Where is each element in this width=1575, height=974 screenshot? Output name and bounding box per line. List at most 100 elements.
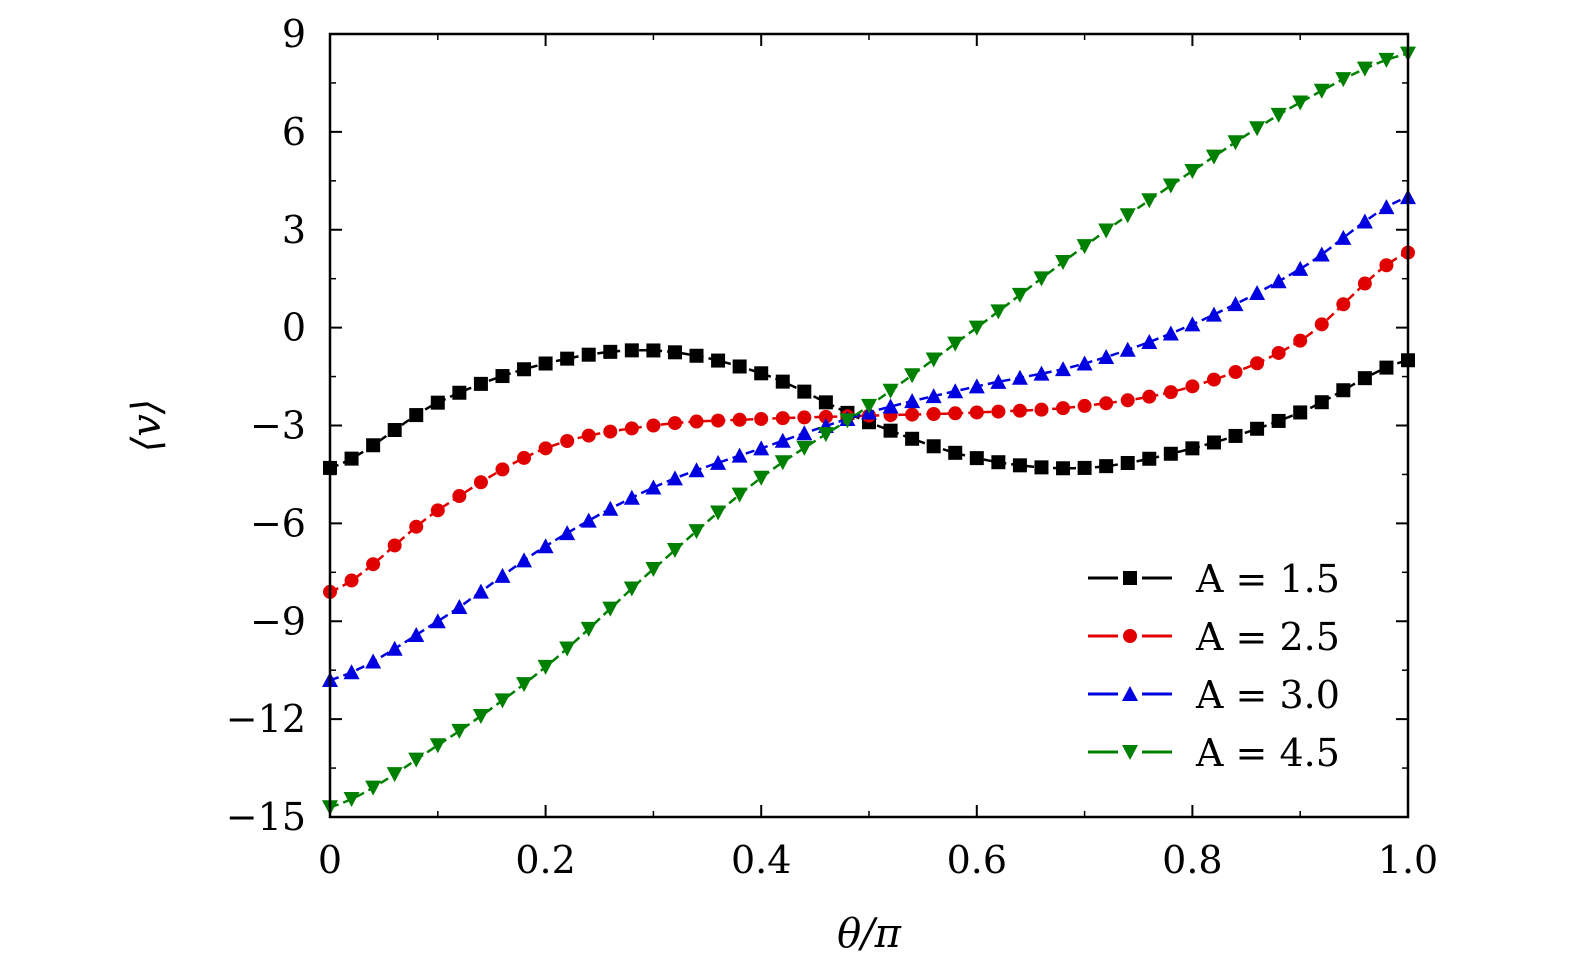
data-point <box>602 500 619 516</box>
data-point <box>948 445 963 460</box>
data-point <box>1357 371 1372 386</box>
y-axis-title: ⟨v⟩ <box>124 399 170 453</box>
legend-label: A = 1.5 <box>1195 557 1340 601</box>
data-point <box>1056 401 1071 416</box>
data-point <box>797 410 812 425</box>
y-tick-label: −15 <box>226 795 306 839</box>
y-tick-label: −3 <box>250 404 306 448</box>
data-point <box>472 709 489 725</box>
data-point <box>409 519 424 534</box>
data-point <box>1228 364 1243 379</box>
data-point <box>904 368 921 384</box>
data-point <box>559 525 576 541</box>
data-point <box>925 352 942 368</box>
data-point <box>1142 389 1157 404</box>
y-tick-label: −6 <box>250 501 306 545</box>
data-point <box>947 383 964 399</box>
data-point <box>968 320 985 336</box>
data-point <box>366 438 381 453</box>
data-point <box>1033 271 1050 287</box>
legend-label: A = 3.0 <box>1195 673 1340 717</box>
data-point <box>408 626 425 642</box>
data-point <box>904 393 921 409</box>
legend-marker <box>1122 686 1138 701</box>
y-tick-label: 3 <box>282 208 306 252</box>
data-point <box>1119 208 1136 224</box>
data-point <box>796 440 813 456</box>
data-point <box>1012 458 1027 473</box>
data-point <box>1227 296 1244 312</box>
data-point <box>516 552 533 568</box>
series-3 <box>322 189 1416 687</box>
data-point <box>882 398 899 414</box>
legend-item: A = 3.0 <box>1088 673 1340 717</box>
data-point <box>1249 121 1266 137</box>
data-point <box>1033 365 1050 381</box>
data-point <box>1228 428 1243 443</box>
data-point <box>991 455 1006 470</box>
data-point <box>343 792 360 808</box>
data-point <box>472 583 489 599</box>
data-point <box>1162 178 1179 194</box>
data-point <box>387 423 402 438</box>
data-point <box>688 462 705 478</box>
x-tick-label: 1.0 <box>1378 838 1438 882</box>
data-point <box>1184 316 1201 332</box>
data-point <box>1099 459 1114 474</box>
data-point <box>408 752 425 768</box>
data-point <box>366 557 381 572</box>
data-point <box>839 413 856 429</box>
data-point <box>1293 405 1308 420</box>
data-point <box>581 347 596 362</box>
data-point <box>817 427 834 443</box>
legend-item: A = 4.5 <box>1088 731 1340 775</box>
data-point <box>560 351 575 366</box>
data-point <box>753 470 770 486</box>
data-point <box>646 343 661 358</box>
y-tick-label: −9 <box>250 599 306 643</box>
data-point <box>344 573 359 588</box>
data-point <box>1335 72 1352 88</box>
data-point <box>1142 451 1157 466</box>
data-point <box>623 581 640 597</box>
data-point <box>387 538 402 553</box>
y-tick-label: 0 <box>282 306 306 350</box>
data-point <box>495 369 510 384</box>
x-tick-label: 0.4 <box>731 838 791 882</box>
data-point <box>1356 61 1373 77</box>
legend-item: A = 2.5 <box>1088 615 1340 659</box>
data-point <box>624 421 639 436</box>
data-point <box>948 406 963 421</box>
data-point <box>495 462 510 477</box>
data-point <box>603 424 618 439</box>
data-point <box>494 567 511 583</box>
series-2 <box>323 245 1415 599</box>
data-point <box>774 432 791 448</box>
data-point <box>1120 393 1135 408</box>
data-point <box>580 512 597 528</box>
data-point <box>818 395 833 410</box>
data-point <box>645 479 662 495</box>
data-point <box>1055 361 1072 377</box>
data-point <box>1099 396 1114 411</box>
x-tick-label: 0 <box>318 838 342 882</box>
data-point <box>580 621 597 637</box>
data-point <box>365 780 382 796</box>
data-point <box>538 356 553 371</box>
data-point <box>1098 223 1115 239</box>
data-point <box>925 388 942 404</box>
data-point <box>538 441 553 456</box>
data-point <box>1011 369 1028 385</box>
data-point <box>1206 372 1221 387</box>
data-point <box>343 664 360 680</box>
data-point <box>1077 460 1092 475</box>
data-point <box>753 440 770 456</box>
data-point <box>602 601 619 617</box>
data-point <box>1314 317 1329 332</box>
data-point <box>1206 435 1221 450</box>
x-axis-title: θ/π <box>837 911 902 957</box>
data-point <box>645 562 662 578</box>
data-point <box>409 408 424 423</box>
data-point <box>666 470 683 486</box>
legend-label: A = 2.5 <box>1195 615 1340 659</box>
